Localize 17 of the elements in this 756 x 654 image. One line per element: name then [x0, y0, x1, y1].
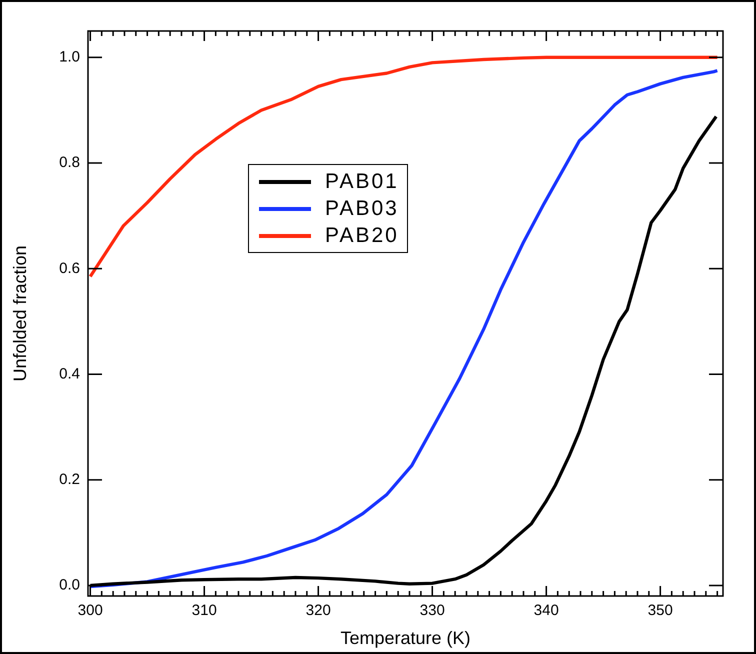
y-axis-title: Unfolded fraction	[10, 245, 30, 382]
x-tick-label: 340	[534, 602, 559, 620]
x-tick-label: 350	[648, 602, 673, 620]
y-tick-label: 0.0	[59, 576, 80, 594]
y-tick-label: 1.0	[59, 48, 80, 66]
x-tick-label: 320	[306, 602, 331, 620]
x-tick-label: 310	[192, 602, 217, 620]
y-tick-label: 0.4	[59, 365, 80, 382]
legend-label: PAB20	[325, 223, 399, 249]
y-tick-label: 0.6	[59, 260, 80, 277]
legend-label: PAB03	[325, 196, 399, 222]
legend-label: PAB01	[325, 169, 399, 195]
y-tick-label: 0.2	[59, 470, 80, 488]
x-axis-title: Temperature (K)	[340, 628, 471, 648]
x-tick-label: 300	[78, 602, 103, 620]
x-tick-label: 330	[420, 602, 445, 620]
y-tick-label: 0.8	[59, 154, 80, 172]
